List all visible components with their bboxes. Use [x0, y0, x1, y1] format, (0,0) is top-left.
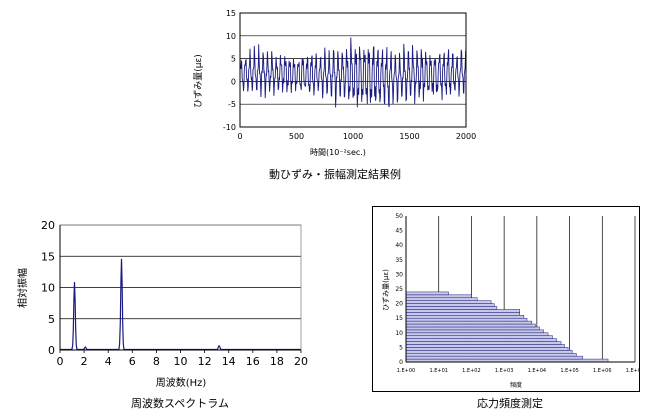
- x-tick-label: 10: [174, 355, 188, 368]
- histogram-bar: [405, 312, 521, 316]
- x-tick-label: 0: [237, 132, 242, 141]
- x-tick-label: 1.E+07: [626, 368, 640, 374]
- x-tick-label: 14: [222, 355, 236, 368]
- y-tick-label: 50: [395, 213, 403, 220]
- histogram-bar: [405, 291, 449, 296]
- chart-caption-strain: 動ひずみ・振幅測定結果例: [269, 168, 401, 181]
- y-tick-label: -5: [228, 100, 236, 109]
- x-tick-label: 2000: [456, 132, 476, 141]
- y-tick-label: 5: [231, 55, 236, 64]
- histogram-bar: [405, 355, 583, 360]
- strain-time-chart: -10 -5 0 5 10 15 0 500 1000 1500 2000 ひずみ量(με) 時間(…: [193, 9, 476, 157]
- histogram-bar: [405, 329, 544, 334]
- y-tick-label: 5: [48, 313, 55, 326]
- x-tick-label: 8: [153, 355, 160, 368]
- y-tick-label: 35: [395, 257, 403, 264]
- y-tick-label: 15: [395, 315, 403, 322]
- frequency-spectrum-chart: 0 5 10 15 20 0 2 4 6 8 10 12 14 16 18 20 相対振幅 周波数(Hz): [16, 219, 308, 389]
- histogram-bar: [405, 306, 498, 310]
- y-tick-label: 10: [41, 282, 55, 295]
- histogram-bar: [405, 294, 472, 299]
- stress-frequency-chart: 0 5 10 15 20 25 30 35 40 45 50 1.E+00 1.E+01 1.E+02 1.…: [372, 206, 640, 392]
- x-tick-label: 4: [105, 355, 112, 368]
- x-axis-label: 時間(10⁻²sec.): [310, 148, 366, 157]
- x-tick-label: 1.E+00: [397, 368, 415, 374]
- x-tick-label: 2: [81, 355, 88, 368]
- histogram-bar: [405, 326, 540, 331]
- y-tick-label: 0: [231, 77, 236, 86]
- x-tick-label: 12: [198, 355, 212, 368]
- y-tick-label: 10: [395, 330, 403, 337]
- y-axis-label: ひずみ量(με): [193, 54, 204, 108]
- histogram-bar: [405, 320, 533, 325]
- x-tick-label: 1.E+04: [528, 368, 546, 374]
- histogram-bar: [405, 323, 536, 328]
- x-tick-label: 18: [270, 355, 284, 368]
- chart-caption-spectrum: 周波数スペクトラム: [131, 397, 229, 410]
- spectrum-series-line: [60, 258, 301, 351]
- x-tick-label: 20: [294, 355, 308, 368]
- x-tick-label: 6: [129, 355, 136, 368]
- histogram-bar: [405, 338, 557, 342]
- y-tick-label: 0: [399, 359, 403, 366]
- histogram-bar: [405, 341, 562, 345]
- x-tick-label: 16: [246, 355, 260, 368]
- histogram-bar: [405, 300, 492, 304]
- histogram-bar: [405, 332, 549, 336]
- y-tick-label: 0: [48, 344, 55, 357]
- histogram-bar: [405, 297, 478, 301]
- y-axis-label: 相対振幅: [16, 268, 29, 308]
- x-tick-label: 1.E+06: [593, 368, 611, 374]
- histogram-bar: [405, 303, 495, 307]
- histogram-bar: [405, 315, 525, 319]
- histogram-bar: [405, 347, 569, 351]
- y-tick-label: 20: [395, 301, 403, 308]
- x-tick-label: 0: [57, 355, 64, 368]
- x-tick-label: 1.E+05: [560, 368, 578, 374]
- x-tick-label: 1.E+01: [429, 368, 447, 374]
- strain-series-line: [239, 37, 467, 108]
- y-tick-label: 10: [226, 32, 236, 41]
- plot-frame: [239, 12, 467, 128]
- chart-frame: [372, 206, 640, 392]
- x-axis-label: 頻度: [510, 381, 522, 389]
- x-tick-label: 1500: [399, 132, 419, 141]
- y-tick-label: -10: [223, 123, 236, 132]
- y-tick-label: 30: [395, 271, 403, 278]
- y-tick-label: 25: [395, 286, 403, 293]
- histogram-bar: [405, 317, 528, 322]
- y-tick-label: 5: [399, 344, 403, 351]
- y-tick-label: 15: [226, 9, 236, 18]
- histogram-bar: [405, 352, 577, 357]
- histogram-bar: [405, 350, 573, 354]
- y-axis-label: ひずみ量(με): [381, 269, 390, 311]
- histogram-bar: [405, 309, 521, 313]
- chart-caption-stress: 応力頻度測定: [477, 397, 543, 410]
- y-tick-label: 45: [395, 228, 403, 235]
- y-tick-label: 40: [395, 242, 403, 249]
- x-tick-label: 500: [289, 132, 304, 141]
- histogram-bar: [405, 344, 565, 348]
- x-tick-label: 1.E+02: [462, 368, 480, 374]
- y-tick-label: 20: [41, 219, 55, 232]
- y-tick-label: 15: [41, 250, 55, 263]
- histogram-bar: [405, 335, 553, 339]
- x-tick-label: 1000: [343, 132, 363, 141]
- x-tick-label: 1.E+03: [495, 368, 513, 374]
- x-axis-label: 周波数(Hz): [156, 376, 207, 389]
